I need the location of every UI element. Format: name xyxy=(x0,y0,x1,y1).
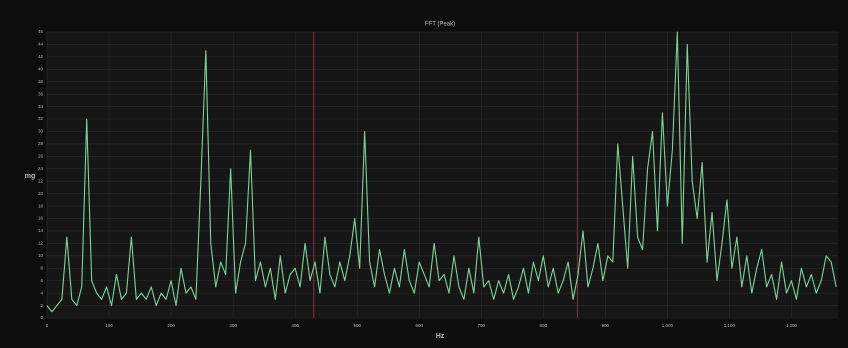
x-tick-label: 0 xyxy=(46,323,49,328)
y-tick-label: 2 xyxy=(40,303,43,308)
y-tick-label: 4 xyxy=(40,290,43,295)
y-tick-label: 44 xyxy=(38,42,44,47)
x-tick-label: 900 xyxy=(602,323,610,328)
x-tick-label: 700 xyxy=(478,323,486,328)
x-tick-label: 400 xyxy=(291,323,299,328)
y-tick-label: 10 xyxy=(38,253,44,258)
x-tick-label: 500 xyxy=(353,323,361,328)
y-tick-label: 20 xyxy=(38,191,44,196)
y-tick-label: 12 xyxy=(38,241,44,246)
x-tick-label: 1,200 xyxy=(786,323,798,328)
y-tick-label: 30 xyxy=(38,129,44,134)
y-axis-label: mg xyxy=(25,173,36,180)
chart-title: FFT (Peak) xyxy=(425,22,455,28)
y-tick-label: 8 xyxy=(40,265,43,270)
fft-line xyxy=(46,31,837,313)
y-tick-label: 34 xyxy=(38,104,44,109)
y-tick-label: 46 xyxy=(38,29,44,34)
x-tick-label: 800 xyxy=(540,323,548,328)
y-tick-label: 26 xyxy=(38,154,44,159)
y-tick-label: 6 xyxy=(40,278,43,283)
y-tick-label: 32 xyxy=(38,116,44,121)
x-tick-label: 200 xyxy=(167,323,175,328)
y-tick-label: 38 xyxy=(38,79,44,84)
y-tick-label: 0 xyxy=(40,315,43,320)
y-tick-label: 28 xyxy=(38,141,44,146)
x-axis-label: Hz xyxy=(436,333,445,340)
x-tick-label: 1,000 xyxy=(662,323,674,328)
y-tick-label: 42 xyxy=(38,54,44,59)
x-tick-label: 100 xyxy=(105,323,113,328)
x-tick-label: 600 xyxy=(415,323,423,328)
y-tick-label: 36 xyxy=(38,91,44,96)
plot-area xyxy=(47,32,838,318)
y-tick-label: 14 xyxy=(38,228,44,233)
y-tick-label: 18 xyxy=(38,203,44,208)
y-tick-label: 16 xyxy=(38,216,44,221)
y-tick-label: 40 xyxy=(38,66,44,71)
x-tick-label: 1,100 xyxy=(724,323,736,328)
x-tick-label: 300 xyxy=(229,323,237,328)
y-tick-label: 24 xyxy=(38,166,44,171)
y-tick-label: 22 xyxy=(38,178,44,183)
